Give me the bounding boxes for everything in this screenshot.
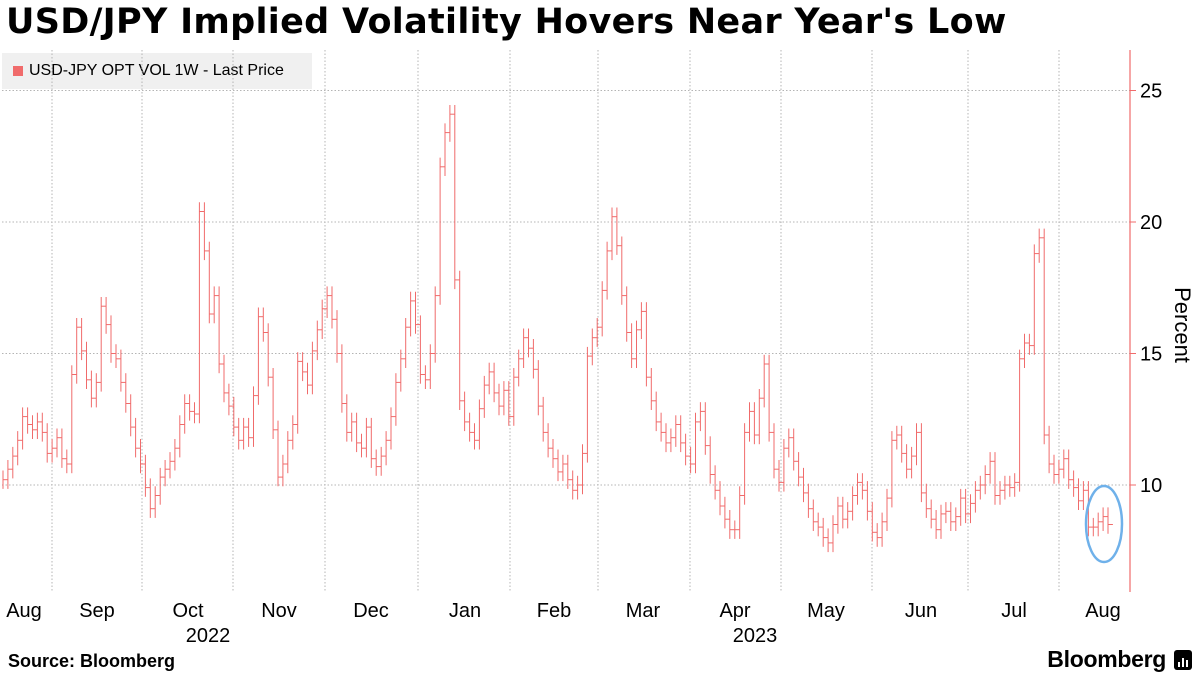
bloomberg-terminal-icon [1174, 650, 1192, 670]
y-axis-label: Percent [1170, 287, 1195, 363]
x-tick-label: Jul [1001, 600, 1027, 622]
x-year-label: 2023 [733, 625, 778, 647]
y-tick-label: 10 [1140, 475, 1162, 497]
x-tick-label: Sep [79, 600, 115, 622]
highlight-ellipse [1084, 484, 1124, 564]
chart-title: USD/JPY Implied Volatility Hovers Near Y… [6, 2, 1007, 42]
x-tick-label: Nov [261, 600, 297, 622]
x-tick-label: Apr [719, 600, 750, 622]
y-tick-label: 15 [1140, 344, 1162, 366]
legend-swatch [13, 66, 23, 76]
legend: USD-JPY OPT VOL 1W - Last Price [2, 53, 312, 89]
brand-logo-text: Bloomberg [1047, 646, 1166, 672]
series-line [2, 105, 1113, 553]
x-tick-label: Oct [172, 600, 204, 622]
y-tick-label: 20 [1140, 212, 1162, 234]
y-tick-label: 25 [1140, 81, 1162, 103]
x-year-label: 2022 [186, 625, 231, 647]
x-tick-label: Feb [537, 600, 571, 622]
x-tick-label: Aug [1085, 600, 1121, 622]
x-tick-label: Jun [905, 600, 937, 622]
source-note: Source: Bloomberg [8, 651, 176, 671]
x-tick-label: Aug [6, 600, 42, 622]
x-tick-label: Mar [626, 600, 661, 622]
x-tick-label: Dec [353, 600, 389, 622]
legend-label: USD-JPY OPT VOL 1W - Last Price [29, 62, 284, 79]
x-tick-label: Jan [449, 600, 481, 622]
x-tick-label: May [807, 600, 845, 622]
